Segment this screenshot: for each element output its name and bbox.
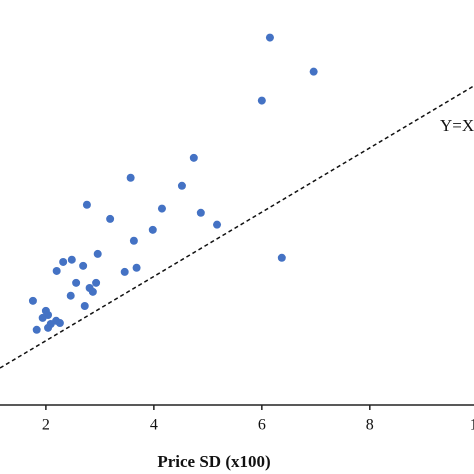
point [82,200,91,209]
point [120,267,129,276]
annotation: Y=X [440,116,474,135]
point [38,313,47,322]
point [257,96,266,105]
point [157,204,166,213]
point [177,181,186,190]
point [88,287,97,296]
point [52,266,61,275]
x-tick-label: 10 [470,417,474,434]
point [277,253,286,262]
point [80,302,89,310]
point [196,208,205,217]
point [213,220,222,229]
x-axis-label: Price SD (x100) [157,452,270,471]
point [92,278,101,287]
x-tick-label: 8 [366,417,374,434]
x-tick-label: 4 [150,417,158,434]
point [59,257,68,266]
point [148,225,157,234]
reference-line [0,85,474,369]
point [67,255,76,264]
point [106,214,115,223]
point [129,236,138,245]
point [44,323,53,332]
point [32,325,41,334]
point [55,319,64,328]
x-tick-label: 6 [258,417,266,434]
point [309,67,318,76]
point [66,291,75,300]
point [189,153,198,162]
point [126,173,135,182]
point [132,263,141,272]
point [265,33,274,42]
point [93,249,102,258]
point [72,278,81,287]
point [28,296,37,305]
point [79,261,88,270]
x-tick-label: 2 [42,417,50,434]
